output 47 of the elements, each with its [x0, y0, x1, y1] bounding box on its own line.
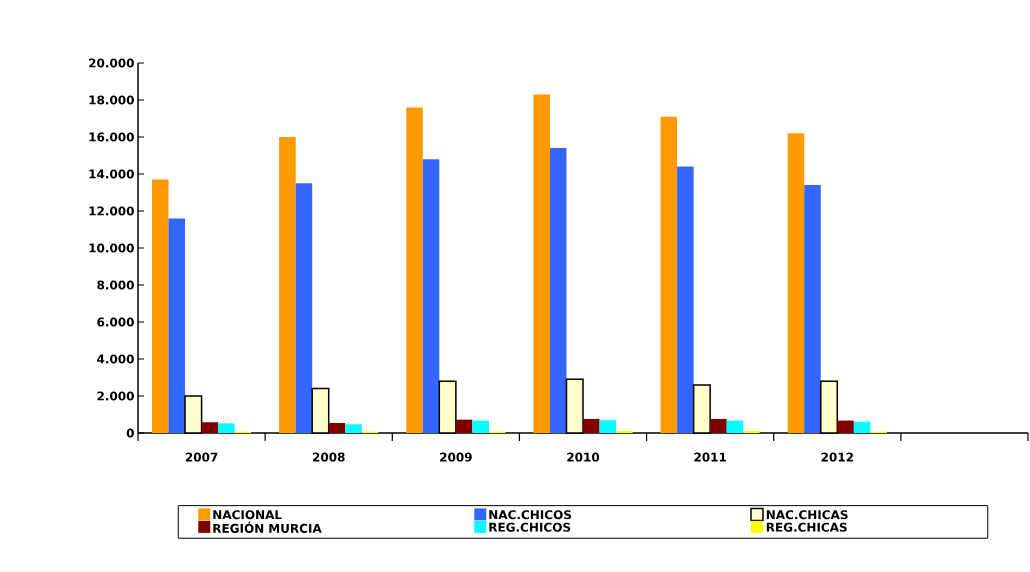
y-tick-label: 18.000 [89, 95, 134, 105]
y-tick-label: 16.000 [89, 132, 134, 142]
y-tick-label: 2.000 [97, 391, 134, 401]
bar [151, 179, 169, 433]
bar [201, 422, 219, 433]
bar [549, 148, 567, 433]
bar [218, 423, 235, 433]
x-tick-label: 2008 [312, 452, 345, 462]
bar [599, 420, 617, 433]
y-tick-label: 0 [126, 428, 134, 438]
y-tick-label: 14.000 [89, 169, 134, 179]
x-tick-label: 2012 [821, 452, 853, 462]
bar [406, 107, 423, 433]
bar [710, 418, 727, 433]
legend-label: REGIÓN MURCIA [213, 521, 322, 533]
y-tick-label: 20.000 [89, 58, 134, 68]
bar [279, 136, 296, 433]
bar [422, 159, 440, 433]
y-tick-label: 4.000 [97, 354, 134, 364]
bar [837, 420, 854, 433]
bar [533, 94, 550, 433]
bar [168, 218, 186, 433]
bar [295, 183, 313, 433]
bar [345, 424, 362, 433]
y-tick-label: 10.000 [89, 243, 134, 253]
x-tick-label: 2009 [440, 452, 472, 462]
y-tick-label: 6.000 [97, 317, 134, 327]
y-tick-label: 8.000 [97, 280, 134, 290]
legend-label: REG.CHICOS [489, 522, 571, 532]
legend-label: NAC.CHICOS [489, 510, 572, 520]
legend-label: NAC.CHICAS [766, 510, 848, 520]
bar [677, 166, 694, 433]
bar [583, 418, 600, 433]
bar [660, 116, 678, 433]
y-tick-label: 12.000 [89, 206, 134, 216]
bar [726, 420, 744, 433]
bar [472, 420, 489, 433]
legend-label: REG.CHICAS [766, 522, 847, 532]
x-tick-label: 2010 [567, 452, 600, 462]
x-tick-label: 2007 [185, 452, 218, 462]
x-tick-label: 2011 [694, 452, 727, 462]
bar [328, 423, 346, 433]
legend-label: NACIONAL [213, 510, 282, 520]
bar [455, 419, 473, 433]
bar [787, 133, 805, 433]
bar [804, 185, 821, 433]
bar [853, 421, 871, 433]
